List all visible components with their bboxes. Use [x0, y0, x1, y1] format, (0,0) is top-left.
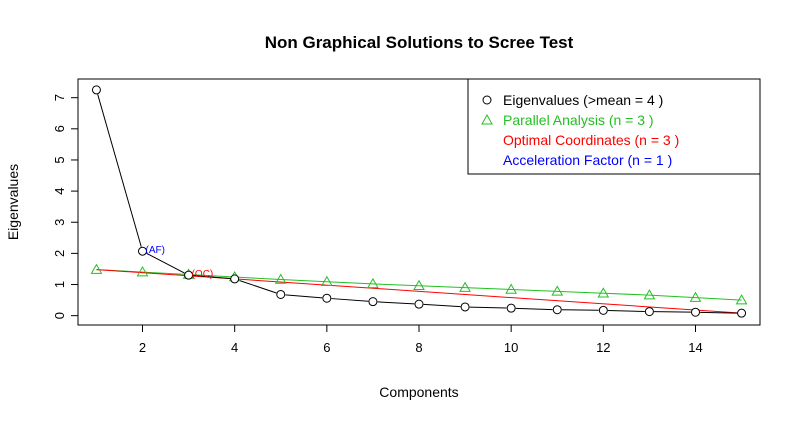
y-tick-label: 5	[52, 156, 67, 163]
eigenvalue-point	[368, 297, 378, 307]
parallel-analysis-point	[689, 291, 702, 302]
eigenvalue-line-segment	[423, 303, 461, 308]
eigenvalue-line-segment	[97, 94, 142, 247]
eigenvalue-point	[138, 246, 148, 256]
eigenvalue-point	[598, 305, 608, 315]
x-tick-label: 14	[688, 340, 702, 355]
annotation-label: (AF)	[146, 245, 165, 256]
parallel-analysis-point	[643, 289, 656, 300]
legend-marker-triangle	[481, 113, 493, 125]
y-tick-label: 6	[52, 125, 67, 132]
eigenvalue-line-segment	[607, 309, 645, 312]
legend-marker-circle	[482, 95, 492, 105]
parallel-analysis-point	[274, 273, 287, 284]
annotation-label: (OC)	[192, 269, 214, 280]
parallel-analysis-point	[597, 287, 610, 298]
parallel-analysis-point	[136, 266, 149, 277]
eigenvalue-line-segment	[700, 311, 737, 314]
y-tick-label: 0	[52, 312, 67, 319]
eigenvalue-point	[230, 274, 240, 284]
eigenvalue-point	[184, 270, 194, 280]
eigenvalue-line-segment	[193, 275, 231, 280]
eigenvalue-point	[737, 308, 747, 318]
eigenvalue-point	[276, 289, 286, 299]
x-axis-label: Components	[379, 384, 458, 400]
legend-entry: Optimal Coordinates (n = 3 )	[503, 132, 679, 148]
y-tick-label: 2	[52, 250, 67, 257]
legend-entry: Parallel Analysis (n = 3 )	[503, 112, 654, 128]
legend-box	[467, 78, 761, 175]
eigenvalue-line-segment	[285, 294, 323, 299]
eigenvalue-point	[644, 307, 654, 317]
y-axis-label: Eigenvalues	[5, 164, 21, 240]
parallel-analysis-point	[320, 275, 333, 286]
parallel-analysis-point	[505, 283, 518, 294]
y-tick-label: 4	[52, 187, 67, 194]
eigenvalue-line-segment	[146, 252, 185, 274]
parallel-analysis-point	[735, 294, 748, 305]
x-tick-label: 6	[323, 340, 330, 355]
x-tick-label: 8	[415, 340, 422, 355]
legend-entry: Eigenvalues (>mean = 4 )	[503, 92, 663, 108]
parallel-analysis-line	[96, 269, 742, 301]
y-tick-label: 7	[52, 94, 67, 101]
eigenvalue-point	[460, 302, 470, 312]
legend: Eigenvalues (>mean = 4 ) Parallel Analysi…	[467, 78, 761, 175]
parallel-analysis-point	[90, 263, 103, 274]
parallel-analysis-point	[367, 277, 379, 289]
eigenvalue-point	[690, 307, 700, 317]
annotations: (AF) (OC)	[146, 245, 214, 280]
legend-entry: Acceleration Factor (n = 1 )	[503, 152, 672, 168]
parallel-analysis-point	[413, 279, 425, 291]
y-tick-label: 3	[52, 219, 67, 226]
eigenvalue-point	[552, 305, 562, 315]
eigenvalue-line-segment	[377, 301, 415, 305]
eigenvalue-line-segment	[331, 298, 369, 302]
series-layer	[90, 85, 748, 318]
eigenvalue-line-segment	[515, 307, 553, 311]
eigenvalue-point	[91, 85, 101, 95]
eigenvalue-line-segment	[469, 306, 507, 309]
x-tick-label: 10	[504, 340, 518, 355]
eigenvalue-point	[322, 293, 332, 303]
chart-title: Non Graphical Solutions to Scree Test	[265, 33, 574, 52]
x-tick-label: 2	[139, 340, 146, 355]
eigenvalue-point	[414, 299, 424, 309]
parallel-analysis-point	[459, 281, 471, 292]
eigenvalue-point	[506, 303, 516, 313]
y-tick-label: 1	[52, 281, 67, 288]
x-tick-label: 4	[231, 340, 238, 355]
x-tick-label: 12	[596, 340, 610, 355]
parallel-analysis-point	[551, 285, 564, 296]
eigenvalue-line-segment	[238, 279, 277, 294]
